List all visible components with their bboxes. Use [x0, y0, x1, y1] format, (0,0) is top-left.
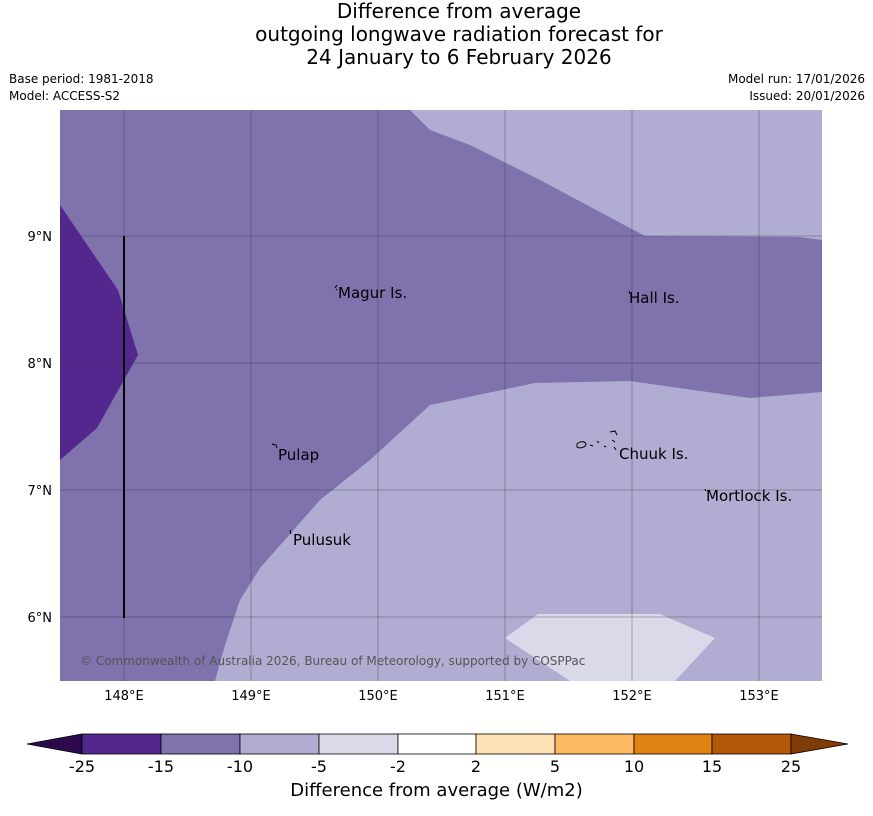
cb-tick-1: -15	[148, 757, 174, 776]
lon-label-149e: 149°E	[231, 689, 271, 704]
cb-tick-4: -2	[390, 757, 406, 776]
contour-band-minus10-minus5-north	[410, 110, 822, 240]
colorbar: -25 -15 -10 -5 -2 2 5 10 15 25	[26, 733, 849, 776]
model-name: Model: ACCESS-S2	[9, 89, 121, 103]
colorbar-segment-4	[318, 733, 399, 755]
lat-label-7n: 7°N	[28, 484, 53, 499]
issued-date: Issued: 20/01/2026	[749, 89, 865, 103]
label-pulap: Pulap	[278, 446, 319, 464]
lat-label-8n: 8°N	[28, 357, 53, 372]
colorbar-segment-8	[633, 733, 713, 755]
label-magur: Magur Is.	[338, 284, 407, 302]
cb-tick-0: -25	[69, 757, 95, 776]
colorbar-segment-2	[160, 733, 241, 755]
longitude-labels: 148°E 149°E 150°E 151°E 152°E 153°E	[104, 689, 779, 704]
contour-band-minus25-minus15	[60, 205, 138, 460]
base-period: Base period: 1981-2018	[9, 72, 154, 86]
colorbar-extend-below	[26, 733, 83, 755]
chuuk-island-shape	[576, 430, 618, 451]
colorbar-segment-3	[239, 733, 320, 755]
label-hall: Hall Is.	[629, 289, 680, 307]
colorbar-title: Difference from average (W/m2)	[290, 780, 583, 801]
map-title: Difference from average outgoing longwav…	[0, 0, 873, 69]
cb-tick-3: -5	[311, 757, 327, 776]
contour-band-minus10-minus5-south	[215, 381, 822, 681]
island-outlines	[271, 284, 707, 535]
pulap-island-shape	[271, 443, 278, 449]
lon-label-150e: 150°E	[358, 689, 398, 704]
colorbar-segment-9	[711, 733, 792, 755]
lat-label-9n: 9°N	[28, 230, 53, 245]
magur-island-shape	[334, 284, 338, 291]
cb-tick-6: 5	[550, 757, 560, 776]
colorbar-segment-6	[475, 733, 556, 755]
latitude-labels: 9°N 8°N 7°N 6°N	[28, 230, 53, 626]
copyright-notice: © Commonwealth of Australia 2026, Bureau…	[80, 654, 585, 668]
colorbar-segment-7	[554, 733, 635, 755]
colorbar-ticks: -25 -15 -10 -5 -2 2 5 10 15 25	[69, 757, 801, 776]
meta-left: Base period: 1981-2018 Model: ACCESS-S2	[9, 71, 154, 105]
place-labels: Magur Is. Hall Is. Pulap Chuuk Is. Mortl…	[278, 284, 792, 549]
label-chuuk: Chuuk Is.	[619, 445, 688, 463]
colorbar-segment-5	[397, 733, 477, 755]
title-line-3: 24 January to 6 February 2026	[306, 45, 612, 69]
lat-label-6n: 6°N	[28, 611, 53, 626]
title-line-2: outgoing longwave radiation forecast for	[255, 22, 663, 46]
cb-tick-5: 2	[471, 757, 481, 776]
label-pulusuk: Pulusuk	[293, 531, 351, 549]
lon-label-152e: 152°E	[612, 689, 652, 704]
lon-label-148e: 148°E	[104, 689, 144, 704]
model-run: Model run: 17/01/2026	[727, 72, 865, 86]
lon-label-151e: 151°E	[485, 689, 525, 704]
cb-tick-8: 15	[702, 757, 722, 776]
label-mortlock: Mortlock Is.	[706, 487, 792, 505]
contour-layer	[60, 110, 822, 681]
meta-right: Model run: 17/01/2026 Issued: 20/01/2026	[728, 71, 865, 105]
pulusuk-island-shape	[289, 529, 292, 535]
cb-tick-2: -10	[227, 757, 253, 776]
colorbar-segment-1	[81, 733, 162, 755]
cb-tick-7: 10	[624, 757, 644, 776]
title-line-1: Difference from average	[336, 0, 582, 23]
lon-label-153e: 153°E	[739, 689, 779, 704]
colorbar-extend-above	[790, 733, 849, 755]
cb-tick-9: 25	[781, 757, 801, 776]
mortlock-island-shape	[704, 488, 707, 492]
contour-band-minus5-minus2	[505, 614, 715, 681]
hall-island-shape	[628, 290, 631, 295]
